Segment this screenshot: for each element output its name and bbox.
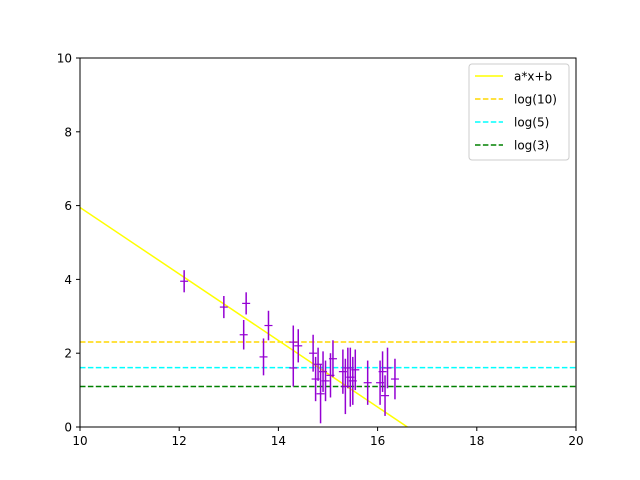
- errorbar-point-17: [328, 340, 337, 378]
- errorbar-point-29: [390, 358, 399, 400]
- errorbar-point-10: [309, 334, 318, 372]
- legend-label: log(3): [514, 139, 549, 153]
- errorbar-point-9: [294, 329, 303, 363]
- marks-layer: [80, 206, 576, 427]
- x-tick-label: 12: [172, 434, 187, 448]
- legend-box: [468, 63, 570, 161]
- errorbar-point-13: [316, 364, 325, 424]
- x-tick-label: 16: [370, 434, 385, 448]
- errorbar-point-23: [351, 349, 360, 391]
- y-tick-label: 0: [64, 421, 72, 435]
- y-tick-label: 8: [64, 125, 72, 139]
- x-tick-label: 10: [72, 434, 87, 448]
- errorbar-point-1: [180, 270, 189, 293]
- y-tick-label: 10: [57, 52, 72, 66]
- legend-label: a*x+b: [514, 70, 552, 84]
- errorbar-point-15: [321, 360, 330, 402]
- errorbar-point-28: [383, 347, 392, 389]
- errorbar-point-24: [363, 360, 372, 405]
- x-tick-label: 14: [271, 434, 286, 448]
- legend: a*x+b log(10) log(5) log(3): [468, 63, 570, 161]
- errorbar-point-5: [259, 338, 268, 376]
- errorbar-point-8: [289, 325, 298, 359]
- errorbar-point-26: [378, 351, 387, 392]
- errorbar-point-6: [264, 310, 273, 341]
- x-tick-label: 18: [469, 434, 484, 448]
- plot-frame: [79, 57, 577, 428]
- y-tick-label: 2: [64, 347, 72, 361]
- errorbar-point-2: [219, 296, 228, 319]
- legend-label: log(10): [514, 93, 557, 107]
- errorbar-point-3: [239, 319, 248, 350]
- axes-layer: 10 12 14 16 18 20 0 2 4 6 8 10: [57, 52, 584, 449]
- y-tick-label: 4: [64, 273, 72, 287]
- x-tick-label: 20: [568, 434, 583, 448]
- legend-label: log(5): [514, 116, 549, 130]
- errorbar-point-27: [381, 375, 390, 416]
- y-tick-label: 6: [64, 199, 72, 213]
- errorbar-point-4: [242, 292, 251, 315]
